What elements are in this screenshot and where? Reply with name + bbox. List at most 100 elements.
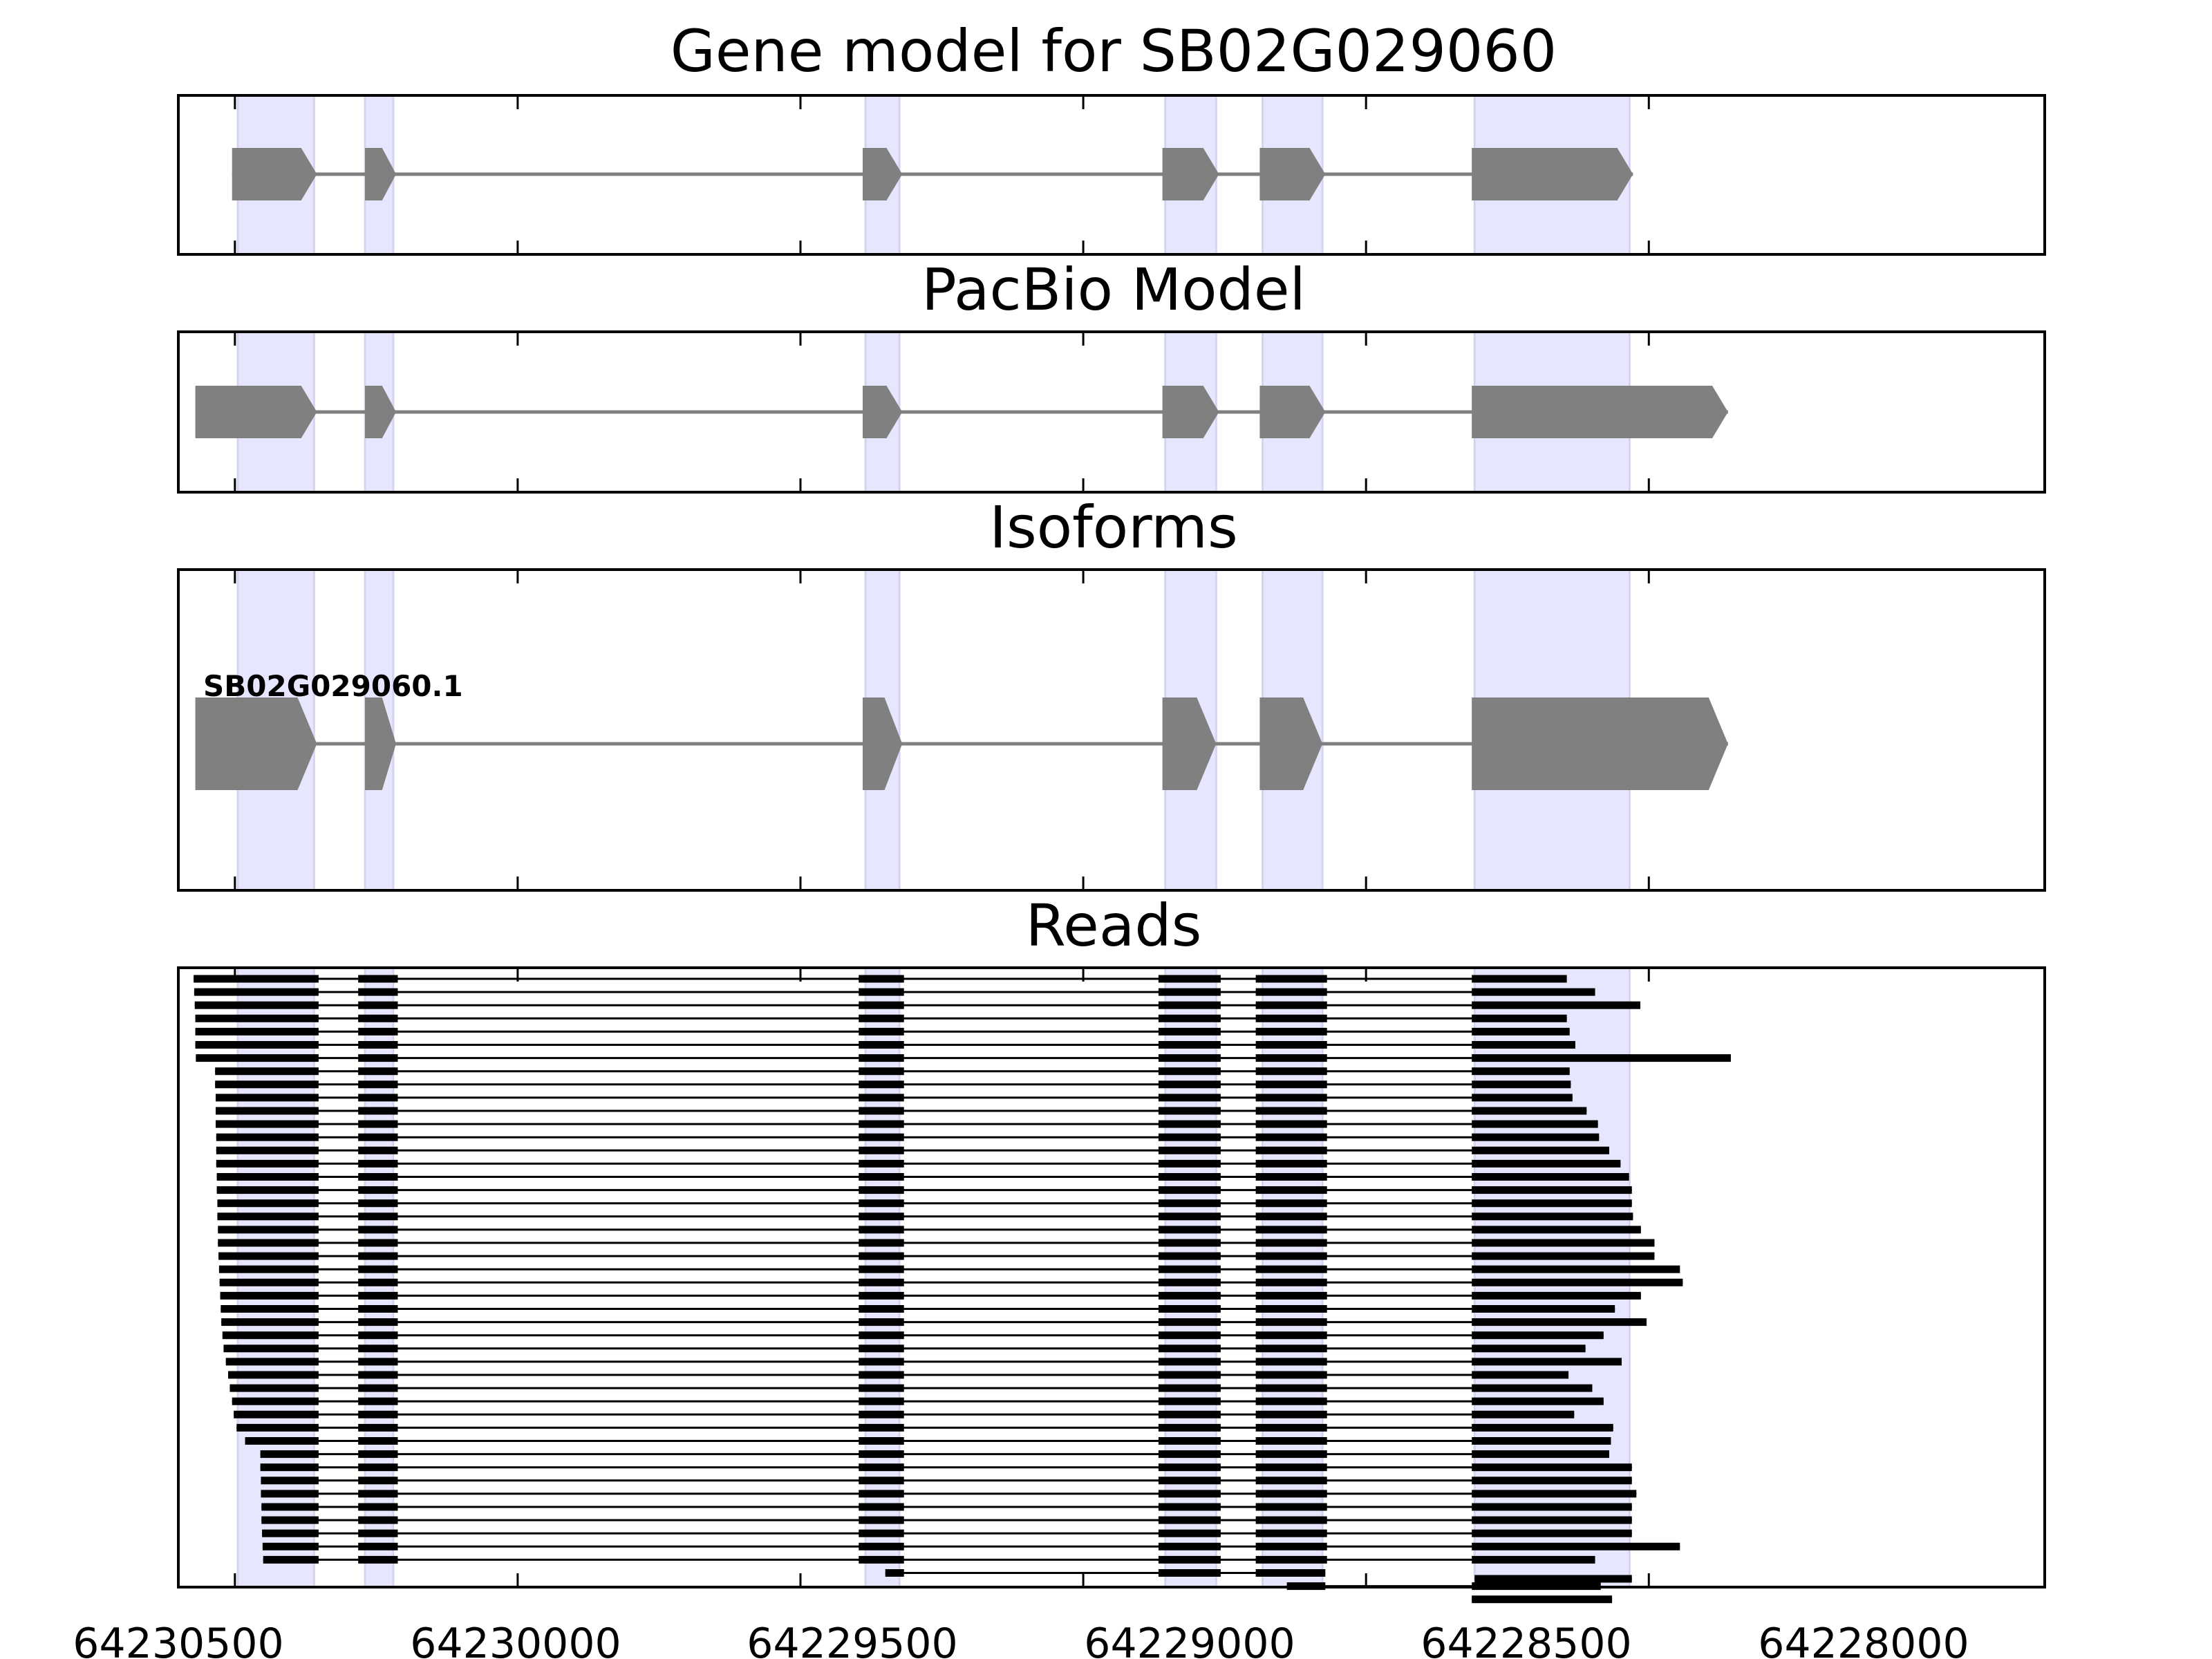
exon-block [365,148,396,200]
read-row [217,1199,1632,1208]
read-block [217,1212,319,1221]
read-block [859,1331,904,1340]
read-block [859,1239,904,1247]
read-row [261,1516,1632,1524]
read-row [225,1358,1622,1366]
x-tick-label: 64229000 [1084,1620,1295,1659]
read-block [195,1041,319,1049]
read-block [1158,1423,1221,1432]
read-row [218,1265,1680,1273]
read-block [1158,1080,1221,1089]
read-row [261,1503,1632,1511]
exon-block [1259,697,1323,790]
read-block [1158,1569,1221,1577]
read-row [245,1437,1611,1445]
read-block [218,1265,319,1273]
read-block [1255,1305,1327,1313]
read-row [885,1569,1326,1577]
read-block [859,1542,904,1550]
read-block [358,1555,398,1564]
read-block [358,1490,398,1498]
read-block [1158,1450,1221,1459]
read-block [1472,1094,1573,1102]
panel-frame [177,966,2046,1588]
read-block [1158,1186,1221,1194]
read-block [1472,1542,1680,1550]
read-block [1472,975,1567,983]
read-row [1474,1575,1632,1583]
read-row [222,1331,1604,1340]
read-block [1158,1291,1221,1300]
read-block [195,1027,319,1035]
exon-block [1162,386,1219,438]
read-block [358,1080,398,1089]
read-block [216,1173,319,1181]
read-block [859,1014,904,1022]
read-block [216,1120,319,1128]
read-block [1472,1305,1615,1313]
read-block [1255,1146,1327,1154]
read-block [358,1278,398,1286]
read-block [194,988,319,996]
exon-block [232,148,317,200]
read-block [225,1358,319,1366]
read-block [358,1212,398,1221]
x-tick-label: 64228000 [1758,1620,1969,1659]
read-block [1255,1437,1327,1445]
read-block [216,1146,319,1154]
read-block [216,1159,319,1168]
read-row [216,1094,1573,1102]
read-block [1158,1054,1221,1062]
read-block [1255,1542,1327,1550]
read-block [1472,988,1595,996]
read-block [1158,1397,1221,1405]
read-block [859,1133,904,1141]
isoforms-plot-area [177,568,2046,892]
panel-frame [177,94,2046,256]
read-block [261,1490,319,1498]
read-block [1255,1265,1327,1273]
read-block [1472,1595,1613,1604]
read-block [1158,1265,1221,1273]
read-block [859,1555,904,1564]
read-block [859,1410,904,1418]
read-block [859,1278,904,1286]
read-block [1472,1291,1641,1300]
read-block [859,1344,904,1353]
read-row [216,1186,1632,1194]
read-block [1255,1226,1327,1234]
panel-frame [177,568,2046,892]
read-row [260,1463,1632,1472]
read-block [859,1094,904,1102]
read-block [1255,1278,1327,1286]
read-block [220,1291,319,1300]
read-block [1472,1014,1567,1022]
read-block [216,1133,319,1141]
x-tick-label: 64230500 [73,1620,283,1659]
read-block [1255,1450,1327,1459]
read-row [229,1384,1593,1392]
read-block [1255,975,1327,983]
read-block [859,1384,904,1392]
read-block [1472,1529,1632,1537]
read-row [221,1305,1615,1313]
read-block [1255,1199,1327,1208]
read-block [859,1159,904,1168]
read-block [859,1305,904,1313]
read-row [234,1410,1575,1418]
read-block [1255,1291,1327,1300]
read-block [885,1569,904,1577]
read-block [1158,1067,1221,1076]
read-block [221,1305,319,1313]
read-row [1472,1595,1613,1604]
read-block [358,1437,398,1445]
read-block [1255,1331,1327,1340]
read-block [1158,1133,1221,1141]
read-block [859,1291,904,1300]
read-block [218,1252,319,1260]
read-block [358,1173,398,1181]
read-block [859,1318,904,1327]
reads-plot-area [177,966,2046,1604]
read-block [859,1146,904,1154]
read-block [358,1397,398,1405]
